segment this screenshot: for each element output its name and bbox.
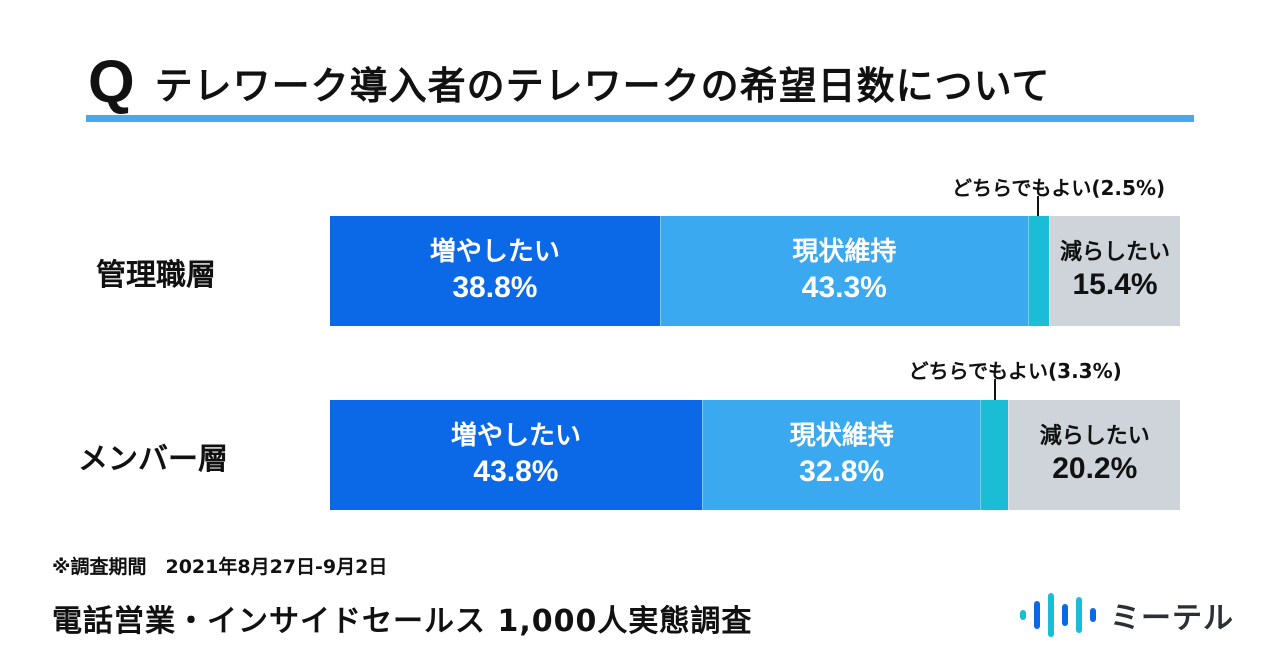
bar-segment-decrease: 減らしたい 15.4% xyxy=(1049,216,1180,326)
brand-name: ミーテル xyxy=(1110,601,1234,636)
survey-period: ※調査期間 2021年8月27日-9月2日 xyxy=(52,556,388,578)
callout-label: どちらでもよい(2.5%) xyxy=(951,176,1166,200)
segment-series-label: 現状維持 xyxy=(789,421,894,451)
title-text: テレワーク導入者のテレワークの希望日数について xyxy=(154,63,1051,108)
bar-segment-either xyxy=(1027,216,1050,326)
segment-series-label: 増やしたい xyxy=(429,237,560,267)
callout-label: どちらでもよい(3.3%) xyxy=(908,359,1122,383)
segment-value-label: 38.8% xyxy=(452,270,538,304)
survey-title: 電話営業・インサイドセールス 1,000人実態調査 xyxy=(52,604,753,639)
title-underline xyxy=(86,115,1194,122)
bar-row: 増やしたい 38.8% 現状維持 43.3% 減らしたい 15.4% xyxy=(330,216,1180,326)
bar-segment-increase: 増やしたい 43.8% xyxy=(330,400,702,510)
segment-value-label: 20.2% xyxy=(1052,452,1138,485)
segment-value-label: 15.4% xyxy=(1072,268,1158,301)
bar-segment-decrease: 減らしたい 20.2% xyxy=(1008,400,1180,510)
segment-series-label: 増やしたい xyxy=(450,421,581,451)
bar-segment-increase: 増やしたい 38.8% xyxy=(330,216,660,326)
callout-leader-line xyxy=(994,379,997,400)
segment-series-label: 減らしたい xyxy=(1039,423,1150,449)
chart-title: Q テレワーク導入者のテレワークの希望日数について xyxy=(88,42,1051,122)
bar-segment-maintain: 現状維持 43.3% xyxy=(659,216,1028,326)
question-mark-letter: Q xyxy=(88,48,135,115)
segment-series-label: 現状維持 xyxy=(792,237,897,267)
segment-series-label: 減らしたい xyxy=(1060,239,1171,265)
segment-value-label: 43.8% xyxy=(473,454,559,488)
segment-value-label: 43.3% xyxy=(801,270,887,304)
row-label: 管理職層 xyxy=(96,258,216,293)
bar-row: 増やしたい 43.8% 現状維持 32.8% 減らしたい 20.2% xyxy=(330,400,1180,510)
segment-value-label: 32.8% xyxy=(799,454,885,488)
row-label: メンバー層 xyxy=(78,442,228,477)
brand-logo: ミーテル xyxy=(1020,590,1234,640)
audio-waveform-icon xyxy=(1020,593,1096,637)
bar-segment-either xyxy=(980,400,1009,510)
bar-segment-maintain: 現状維持 32.8% xyxy=(701,400,981,510)
callout-leader-line xyxy=(1037,196,1040,216)
